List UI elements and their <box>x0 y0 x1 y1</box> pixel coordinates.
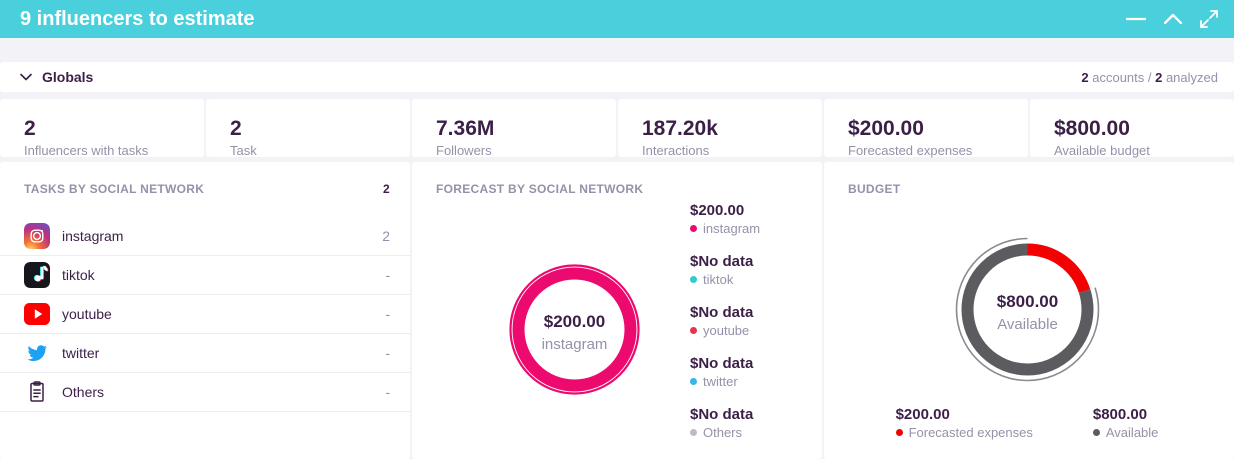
svg-text:Available: Available <box>997 316 1058 333</box>
svg-text:$200.00: $200.00 <box>544 312 605 331</box>
svg-text:$800.00: $800.00 <box>996 292 1057 311</box>
svg-text:instagram: instagram <box>542 336 608 353</box>
